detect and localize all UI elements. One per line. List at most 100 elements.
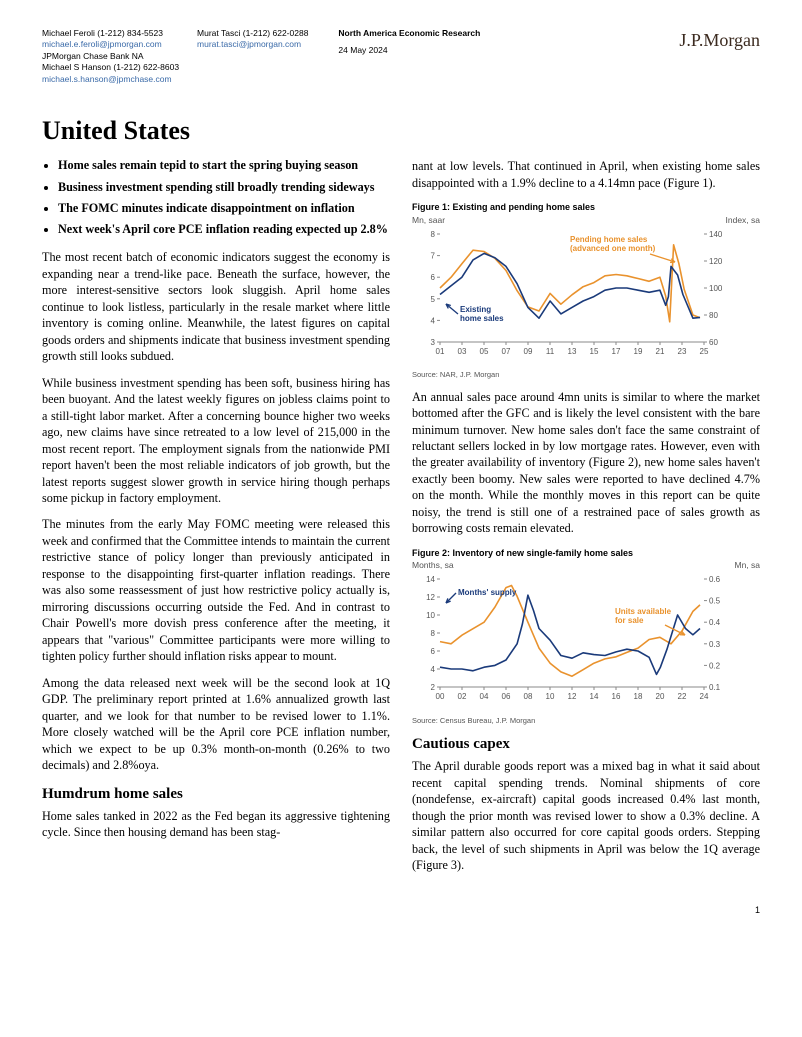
bullet-item: The FOMC minutes indicate disappointment…	[58, 201, 390, 216]
svg-text:10: 10	[546, 692, 555, 701]
section-heading: Cautious capex	[412, 734, 760, 754]
author-column-2: Murat Tasci (1-212) 622-0288 murat.tasci…	[197, 28, 308, 85]
figure-title: Figure 2: Inventory of new single-family…	[412, 547, 760, 559]
author-phone: (1-212) 622-8603	[113, 62, 179, 72]
svg-text:2: 2	[431, 683, 436, 692]
chart-canvas: 3456786080100120140010305070911131517192…	[412, 226, 760, 370]
svg-text:23: 23	[678, 347, 687, 356]
figure-2: Figure 2: Inventory of new single-family…	[412, 547, 760, 726]
svg-text:3: 3	[431, 338, 436, 347]
author-email: murat.tasci@jpmorgan.com	[197, 39, 308, 50]
page-footer: 1	[42, 904, 760, 916]
svg-text:05: 05	[480, 347, 489, 356]
svg-text:10: 10	[426, 611, 435, 620]
body-paragraph: The minutes from the early May FOMC meet…	[42, 516, 390, 664]
svg-text:19: 19	[634, 347, 643, 356]
author-column-1: Michael Feroli (1-212) 834-5523 michael.…	[42, 28, 179, 85]
svg-text:07: 07	[502, 347, 511, 356]
section-humdrum: Humdrum home sales Home sales tanked in …	[42, 784, 390, 841]
author-phone: (1-212) 622-0288	[243, 28, 309, 38]
svg-text:4: 4	[431, 665, 436, 674]
author-line: Murat Tasci (1-212) 622-0288	[197, 28, 308, 39]
body-paragraph: An annual sales pace around 4mn units is…	[412, 389, 760, 537]
document-date: 24 May 2024	[338, 45, 679, 56]
page-title: United States	[42, 113, 760, 148]
figure-axis-labels: Months, sa Mn, sa	[412, 560, 760, 571]
header-dept: North America Economic Research 24 May 2…	[308, 28, 679, 85]
chart-canvas: 24681012140.10.20.30.40.50.6000204060810…	[412, 571, 760, 715]
svg-text:120: 120	[709, 257, 723, 266]
svg-text:7: 7	[431, 252, 436, 261]
body-paragraph: While business investment spending has b…	[42, 375, 390, 507]
section-heading: Humdrum home sales	[42, 784, 390, 804]
svg-text:25: 25	[700, 347, 709, 356]
svg-text:21: 21	[656, 347, 665, 356]
svg-text:13: 13	[568, 347, 577, 356]
svg-text:17: 17	[612, 347, 621, 356]
svg-text:0.3: 0.3	[709, 640, 721, 649]
svg-text:Existing: Existing	[460, 305, 491, 314]
figure-title: Figure 1: Existing and pending home sale…	[412, 201, 760, 213]
y-right-label: Mn, sa	[734, 560, 760, 571]
svg-text:(advanced one month): (advanced one month)	[570, 244, 656, 253]
author-name: Murat Tasci	[197, 28, 240, 38]
svg-text:Units available: Units available	[615, 607, 672, 616]
svg-text:03: 03	[458, 347, 467, 356]
svg-text:80: 80	[709, 311, 718, 320]
svg-text:6: 6	[431, 647, 436, 656]
bullet-item: Business investment spending still broad…	[58, 180, 390, 195]
svg-text:6: 6	[431, 273, 436, 282]
bullet-item: Next week's April core PCE inflation rea…	[58, 222, 390, 237]
brand-logo: J.P.Morgan	[679, 28, 760, 85]
svg-text:14: 14	[590, 692, 599, 701]
svg-text:16: 16	[612, 692, 621, 701]
body-paragraph: The most recent batch of economic indica…	[42, 249, 390, 364]
svg-text:12: 12	[568, 692, 577, 701]
page-number: 1	[755, 905, 760, 915]
svg-text:8: 8	[431, 629, 436, 638]
svg-text:0.2: 0.2	[709, 662, 721, 671]
y-left-label: Months, sa	[412, 560, 454, 571]
page-root: Michael Feroli (1-212) 834-5523 michael.…	[0, 0, 802, 934]
figure-source: Source: NAR, J.P. Morgan	[412, 370, 760, 380]
svg-text:15: 15	[590, 347, 599, 356]
department-title: North America Economic Research	[338, 28, 679, 39]
svg-text:Pending home sales: Pending home sales	[570, 235, 648, 244]
svg-text:4: 4	[431, 316, 436, 325]
body-paragraph: The April durable goods report was a mix…	[412, 758, 760, 873]
svg-text:100: 100	[709, 284, 723, 293]
svg-text:00: 00	[436, 692, 445, 701]
author-email: michael.s.hanson@jpmchase.com	[42, 74, 179, 85]
figure-source: Source: Census Bureau, J.P. Morgan	[412, 716, 760, 726]
svg-text:for sale: for sale	[615, 616, 644, 625]
chart-svg: 24681012140.10.20.30.40.50.6000204060810…	[412, 571, 732, 711]
figure-axis-labels: Mn, saar Index, sa	[412, 215, 760, 226]
document-header: Michael Feroli (1-212) 834-5523 michael.…	[42, 28, 760, 85]
summary-bullets: Home sales remain tepid to start the spr…	[42, 158, 390, 237]
author-email: michael.e.feroli@jpmorgan.com	[42, 39, 179, 50]
y-left-label: Mn, saar	[412, 215, 445, 226]
svg-text:20: 20	[656, 692, 665, 701]
author-line: Michael Feroli (1-212) 834-5523	[42, 28, 179, 39]
author-line: Michael S Hanson (1-212) 622-8603	[42, 62, 179, 73]
svg-text:06: 06	[502, 692, 511, 701]
svg-text:home sales: home sales	[460, 314, 504, 323]
svg-text:04: 04	[480, 692, 489, 701]
svg-text:0.1: 0.1	[709, 683, 721, 692]
svg-text:02: 02	[458, 692, 467, 701]
author-phone: (1-212) 834-5523	[97, 28, 163, 38]
author-name: Michael S Hanson	[42, 62, 111, 72]
svg-text:01: 01	[436, 347, 445, 356]
body-paragraph: nant at low levels. That continued in Ap…	[412, 158, 760, 191]
author-firm: JPMorgan Chase Bank NA	[42, 51, 179, 62]
author-name: Michael Feroli	[42, 28, 95, 38]
svg-text:24: 24	[700, 692, 709, 701]
body-columns: Home sales remain tepid to start the spr…	[42, 158, 760, 873]
svg-text:Months' supply: Months' supply	[458, 588, 517, 597]
svg-text:12: 12	[426, 593, 435, 602]
svg-text:5: 5	[431, 295, 436, 304]
body-paragraph: Among the data released next week will b…	[42, 675, 390, 774]
figure-1: Figure 1: Existing and pending home sale…	[412, 201, 760, 380]
body-paragraph: Home sales tanked in 2022 as the Fed beg…	[42, 808, 390, 841]
svg-text:09: 09	[524, 347, 533, 356]
